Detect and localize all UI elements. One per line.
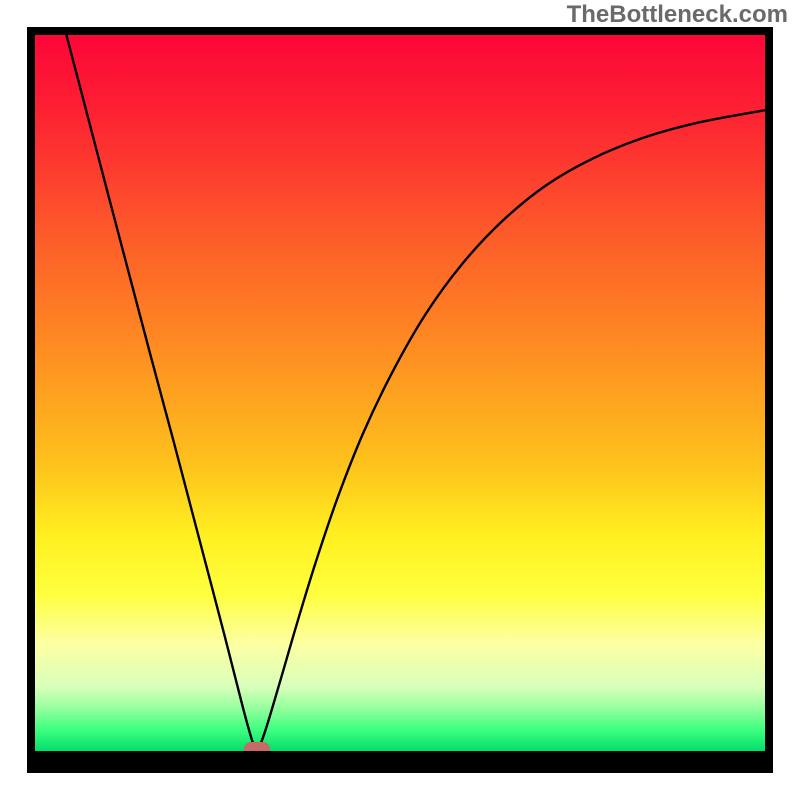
gradient-bg <box>35 35 765 751</box>
watermark-text: TheBottleneck.com <box>567 1 788 28</box>
chart-root: TheBottleneck.com <box>0 0 800 800</box>
